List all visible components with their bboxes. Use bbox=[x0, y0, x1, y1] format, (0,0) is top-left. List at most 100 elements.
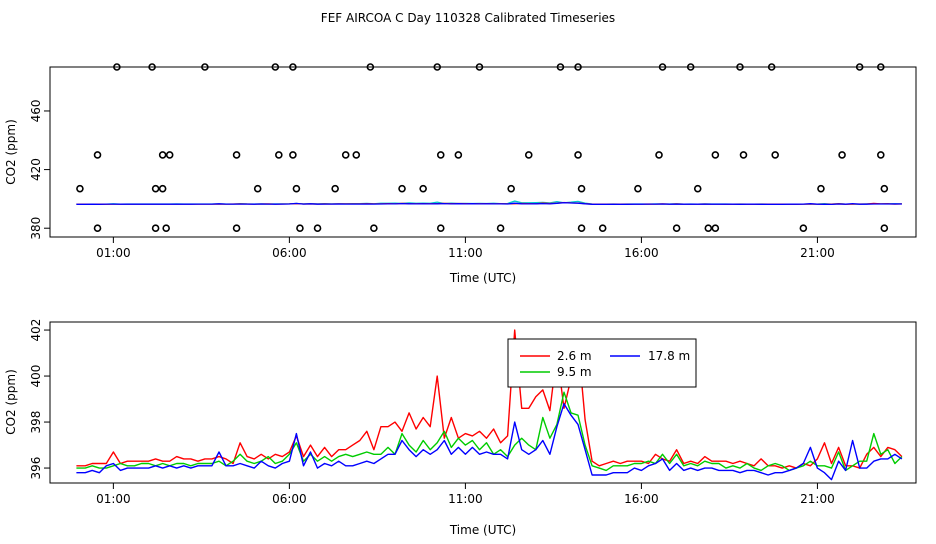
bottom-x-tick-label: 21:00 bbox=[800, 492, 835, 506]
top-y-tick-label: 460 bbox=[29, 100, 43, 123]
top-plot-frame bbox=[49, 66, 917, 238]
legend-box bbox=[507, 338, 697, 388]
bottom-plot-frame bbox=[49, 321, 917, 484]
top-scatter-point bbox=[817, 184, 825, 193]
top-axes: 01:00 06:00 11:00 16:00 21:00 380 420 460 bbox=[29, 100, 835, 260]
bottom-y-tick-label: 402 bbox=[29, 319, 43, 342]
top-scatter-point bbox=[672, 224, 681, 233]
top-scatter-point bbox=[876, 151, 885, 159]
top-scatter-point bbox=[148, 63, 156, 71]
top-scatter-point bbox=[436, 151, 445, 159]
top-scatter-point bbox=[739, 151, 748, 159]
top-scatter-point bbox=[201, 63, 209, 71]
top-scatter-point bbox=[292, 184, 301, 193]
chart-title: FEF AIRCOA C Day 110328 Calibrated Times… bbox=[321, 11, 615, 25]
top-scatter-point bbox=[711, 151, 720, 159]
top-scatter-point bbox=[275, 151, 283, 159]
top-scatter-point bbox=[475, 63, 484, 71]
top-scatter-point bbox=[296, 224, 304, 233]
bottom-x-axis-label: Time (UTC) bbox=[449, 523, 516, 537]
top-panel: 01:00 06:00 11:00 16:00 21:00 380 420 460 Time … bbox=[4, 63, 917, 285]
top-scatter-point bbox=[880, 184, 889, 193]
top-scatter-point bbox=[496, 224, 505, 233]
top-scatter-point bbox=[151, 184, 160, 193]
top-scatter-point bbox=[454, 151, 463, 159]
top-scatter-point bbox=[598, 224, 607, 233]
top-scatter-point bbox=[232, 151, 241, 159]
bottom-y-tick-label: 400 bbox=[29, 365, 43, 388]
top-scatter-point bbox=[658, 63, 667, 71]
legend-label-2-6m: 2.6 m bbox=[557, 349, 592, 363]
legend: 2.6 m 9.5 m 17.8 m bbox=[507, 338, 697, 388]
top-scatter-point bbox=[711, 224, 720, 233]
top-scatter-point bbox=[366, 63, 375, 71]
top-scatter-point bbox=[577, 184, 586, 193]
bottom-panel: 01:00 06:00 11:00 16:00 21:00 396 398 400 402 Ti… bbox=[4, 319, 917, 537]
bottom-axes: 01:00 06:00 11:00 16:00 21:00 396 398 400 402 bbox=[29, 319, 835, 506]
top-scatter-point bbox=[556, 63, 565, 71]
top-y-axis-label: CO2 (ppm) bbox=[4, 119, 18, 185]
top-scatter-point bbox=[113, 63, 121, 71]
top-scatter-point bbox=[704, 224, 713, 233]
bottom-x-tick-label: 11:00 bbox=[448, 492, 483, 506]
top-scatter-point bbox=[880, 224, 889, 233]
top-scatter-point bbox=[655, 151, 663, 159]
legend-label-9-5m: 9.5 m bbox=[557, 365, 592, 379]
top-scatter-point bbox=[876, 63, 885, 71]
bottom-y-tick-label: 398 bbox=[29, 411, 43, 434]
top-scatter-point bbox=[574, 151, 582, 159]
bottom-y-tick-label: 396 bbox=[29, 457, 43, 480]
top-x-tick-label: 01:00 bbox=[96, 246, 131, 260]
top-scatter-point bbox=[253, 184, 262, 193]
top-x-tick-label: 06:00 bbox=[272, 246, 307, 260]
top-scatter-point bbox=[331, 184, 339, 193]
bottom-x-tick-label: 16:00 bbox=[624, 492, 659, 506]
top-x-tick-label: 11:00 bbox=[448, 246, 483, 260]
top-scatter-point bbox=[419, 184, 427, 193]
top-scatter-point bbox=[162, 224, 170, 233]
top-series-line bbox=[76, 202, 902, 206]
bottom-x-tick-label: 06:00 bbox=[272, 492, 307, 506]
top-scatter-point bbox=[165, 151, 174, 159]
top-scatter-point bbox=[289, 63, 297, 71]
top-scatter-point bbox=[577, 224, 586, 233]
bottom-y-axis-label: CO2 (ppm) bbox=[4, 369, 18, 435]
top-scatter-point bbox=[771, 151, 779, 159]
bottom-x-tick-label: 01:00 bbox=[96, 492, 131, 506]
series-line-17-8-m bbox=[76, 403, 903, 481]
top-scatter-point bbox=[433, 63, 442, 71]
top-scatter-point bbox=[158, 184, 167, 193]
top-scatter-point bbox=[855, 63, 864, 71]
top-scatter-point bbox=[634, 184, 642, 193]
top-scatter-point bbox=[76, 184, 84, 193]
top-scatter-point bbox=[271, 63, 280, 71]
legend-label-17-8m: 17.8 m bbox=[648, 349, 690, 363]
top-x-axis-label: Time (UTC) bbox=[449, 271, 516, 285]
top-scatter-point bbox=[93, 224, 102, 233]
bottom-data-marks bbox=[76, 329, 903, 481]
top-scatter-point bbox=[686, 63, 695, 71]
top-scatter-point bbox=[289, 151, 297, 159]
top-scatter-point bbox=[352, 151, 361, 159]
top-data-marks bbox=[76, 63, 902, 233]
top-y-tick-label: 380 bbox=[29, 217, 43, 240]
top-scatter-point bbox=[370, 224, 378, 233]
top-scatter-point bbox=[838, 151, 846, 159]
top-scatter-point bbox=[93, 151, 102, 159]
top-scatter-point bbox=[341, 151, 350, 159]
top-scatter-point bbox=[313, 224, 322, 233]
top-scatter-point bbox=[574, 63, 582, 71]
top-y-tick-label: 420 bbox=[29, 158, 43, 181]
top-scatter-point bbox=[693, 184, 702, 193]
top-scatter-point bbox=[507, 184, 515, 193]
top-scatter-point bbox=[398, 184, 406, 193]
top-scatter-point bbox=[158, 151, 167, 159]
top-scatter-point bbox=[736, 63, 744, 71]
top-x-tick-label: 21:00 bbox=[800, 246, 835, 260]
top-scatter-point bbox=[232, 224, 241, 233]
top-scatter-point bbox=[436, 224, 445, 233]
top-scatter-point bbox=[799, 224, 808, 233]
top-scatter-point bbox=[151, 224, 160, 233]
series-line-9-5-m bbox=[76, 391, 903, 472]
